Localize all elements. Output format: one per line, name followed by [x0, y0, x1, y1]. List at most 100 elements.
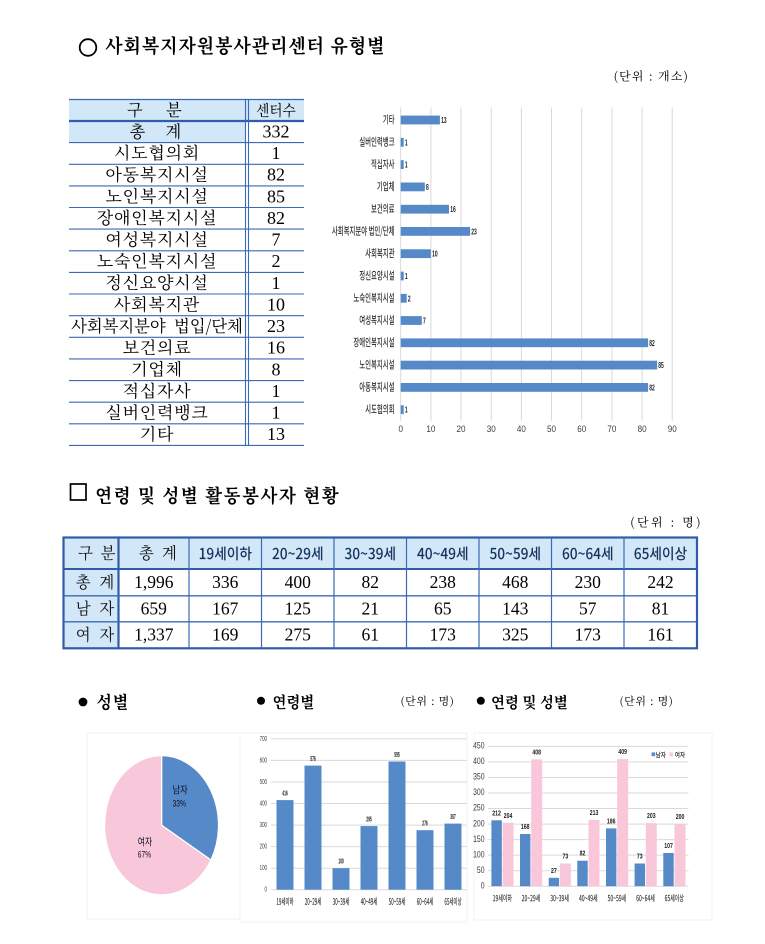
- svg-text:350: 350: [473, 772, 485, 782]
- svg-text:67%: 67%: [138, 849, 151, 859]
- svg-text:1: 1: [272, 143, 281, 163]
- svg-text:10: 10: [267, 295, 285, 315]
- svg-text:85: 85: [267, 186, 285, 206]
- svg-text:80: 80: [638, 424, 647, 435]
- svg-text:23: 23: [267, 316, 285, 336]
- svg-text:600: 600: [260, 756, 268, 765]
- svg-text:1,337: 1,337: [134, 625, 174, 645]
- svg-text:30: 30: [487, 424, 496, 435]
- svg-text:1: 1: [405, 273, 408, 281]
- svg-text:125: 125: [285, 598, 312, 618]
- svg-text:307: 307: [450, 814, 456, 822]
- svg-text:0: 0: [265, 886, 268, 895]
- svg-text:82: 82: [361, 572, 379, 592]
- svg-text:161: 161: [647, 625, 673, 645]
- svg-text:295: 295: [366, 816, 372, 824]
- svg-text:300: 300: [260, 821, 268, 830]
- svg-text:2: 2: [408, 295, 411, 303]
- svg-text:468: 468: [502, 572, 529, 592]
- svg-text:500: 500: [260, 778, 268, 787]
- svg-text:1: 1: [405, 407, 408, 415]
- svg-text:16: 16: [267, 338, 285, 358]
- svg-text:8: 8: [426, 184, 429, 192]
- svg-text:82: 82: [649, 340, 655, 348]
- svg-text:1,996: 1,996: [134, 572, 174, 592]
- svg-text:204: 204: [504, 812, 513, 820]
- svg-text:7: 7: [272, 230, 281, 250]
- svg-text:200: 200: [473, 818, 485, 828]
- svg-text:150: 150: [473, 834, 485, 844]
- svg-text:300: 300: [473, 787, 485, 797]
- svg-text:50: 50: [547, 424, 556, 435]
- svg-text:16: 16: [450, 206, 456, 214]
- svg-text:0: 0: [398, 424, 403, 435]
- svg-text:100: 100: [473, 849, 485, 859]
- svg-text:61: 61: [361, 625, 379, 645]
- svg-text:1: 1: [272, 403, 281, 423]
- svg-text:173: 173: [575, 625, 602, 645]
- svg-text:2: 2: [272, 251, 281, 271]
- svg-text:13: 13: [441, 117, 447, 125]
- svg-text:8: 8: [272, 359, 281, 379]
- svg-text:100: 100: [338, 859, 344, 867]
- svg-text:82: 82: [649, 384, 655, 392]
- svg-text:82: 82: [267, 165, 285, 185]
- svg-text:200: 200: [676, 813, 685, 821]
- svg-text:1: 1: [405, 162, 408, 170]
- svg-text:173: 173: [430, 625, 457, 645]
- svg-text:1: 1: [272, 273, 281, 293]
- svg-text:186: 186: [607, 818, 616, 826]
- svg-text:1: 1: [405, 139, 408, 147]
- svg-text:65: 65: [434, 598, 452, 618]
- svg-text:81: 81: [652, 598, 670, 618]
- svg-text:276: 276: [422, 821, 428, 829]
- svg-text:213: 213: [590, 809, 599, 817]
- svg-text:7: 7: [423, 317, 426, 325]
- svg-text:659: 659: [141, 598, 168, 618]
- svg-text:73: 73: [637, 853, 643, 861]
- svg-text:1: 1: [272, 381, 281, 401]
- svg-text:13: 13: [267, 424, 285, 444]
- svg-text:200: 200: [260, 842, 268, 851]
- svg-text:73: 73: [563, 853, 569, 861]
- svg-text:400: 400: [285, 572, 312, 592]
- svg-text:400: 400: [473, 756, 485, 766]
- svg-text:212: 212: [492, 810, 501, 818]
- svg-text:242: 242: [647, 572, 673, 592]
- svg-text:107: 107: [664, 842, 673, 850]
- svg-text:408: 408: [532, 749, 541, 757]
- svg-text:10: 10: [432, 251, 438, 259]
- svg-text:40: 40: [517, 424, 526, 435]
- svg-text:409: 409: [618, 748, 627, 756]
- svg-text:57: 57: [579, 598, 597, 618]
- svg-text:450: 450: [473, 741, 485, 751]
- svg-text:27: 27: [551, 867, 557, 875]
- svg-text:576: 576: [310, 756, 316, 764]
- svg-text:230: 230: [575, 572, 602, 592]
- svg-text:33%: 33%: [173, 798, 186, 808]
- svg-text:167: 167: [212, 598, 239, 618]
- svg-text:700: 700: [260, 735, 268, 744]
- svg-text:400: 400: [260, 799, 268, 808]
- svg-text:332: 332: [263, 122, 290, 142]
- svg-text:250: 250: [473, 803, 485, 813]
- svg-text:10: 10: [426, 424, 435, 435]
- svg-text:416: 416: [282, 790, 288, 798]
- svg-text:90: 90: [668, 424, 677, 435]
- svg-text:20: 20: [456, 424, 465, 435]
- svg-text:325: 325: [502, 625, 529, 645]
- svg-text:203: 203: [647, 812, 656, 820]
- svg-text:70: 70: [607, 424, 616, 435]
- svg-text:82: 82: [580, 850, 586, 858]
- svg-text:82: 82: [267, 208, 285, 228]
- svg-text:238: 238: [430, 572, 457, 592]
- svg-text:0: 0: [481, 881, 485, 891]
- svg-text:21: 21: [361, 598, 379, 618]
- svg-text:168: 168: [521, 823, 530, 831]
- svg-text:169: 169: [212, 625, 239, 645]
- svg-text:336: 336: [212, 572, 239, 592]
- svg-text:275: 275: [285, 625, 312, 645]
- svg-text:143: 143: [502, 598, 529, 618]
- svg-text:60: 60: [577, 424, 586, 435]
- svg-text:85: 85: [658, 362, 664, 370]
